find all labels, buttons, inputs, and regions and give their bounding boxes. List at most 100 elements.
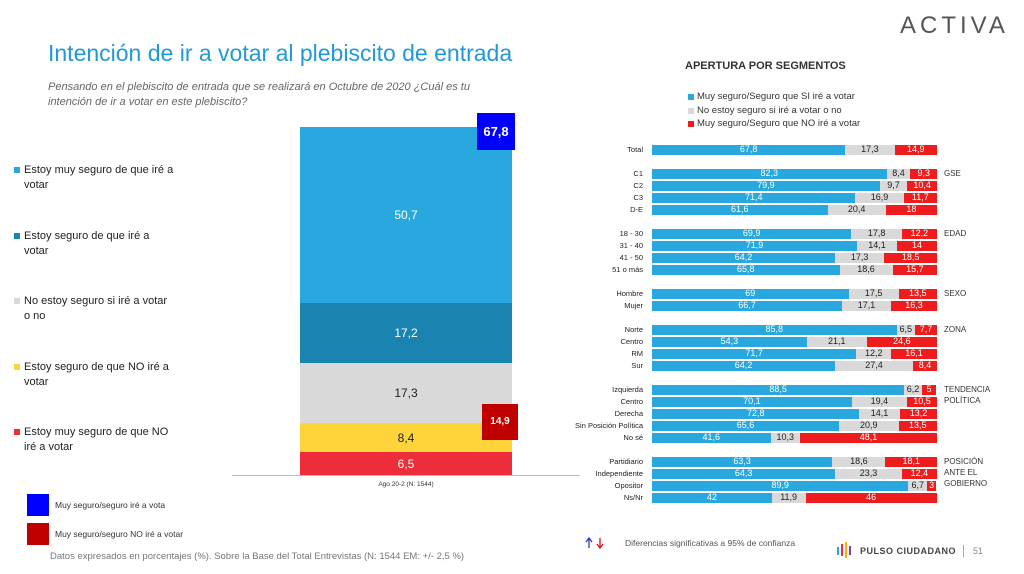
bar-segment bbox=[908, 481, 928, 491]
value-label: 10,3 bbox=[776, 432, 794, 442]
brand: PULSO CIUDADANO bbox=[860, 546, 957, 556]
bar-segment bbox=[856, 241, 898, 251]
legend-swatch bbox=[14, 167, 20, 173]
value-label: 17,1 bbox=[857, 300, 876, 310]
legend-label: Muy seguro/Seguro que NO iré a votar bbox=[697, 118, 861, 129]
value-label: 17,3 bbox=[861, 144, 879, 154]
bar-segment bbox=[652, 421, 839, 431]
value-label: 12,2 bbox=[910, 228, 929, 238]
bar-segment bbox=[300, 362, 512, 424]
category-label: Izquierda bbox=[612, 385, 643, 394]
category-label: RM bbox=[631, 349, 643, 358]
bar-segment bbox=[652, 493, 772, 503]
subtitle: Pensando en el plebiscito de entrada que… bbox=[48, 81, 470, 108]
bar-segment bbox=[652, 301, 843, 311]
bar-segment bbox=[898, 421, 937, 431]
group-label: GSE bbox=[944, 169, 961, 178]
value-label: 6,2 bbox=[906, 384, 920, 394]
legend-label: Estoy seguro de que NO iré a votar bbox=[24, 360, 169, 388]
bar-segment bbox=[805, 493, 937, 503]
value-label: 17,3 bbox=[850, 252, 869, 262]
bar-segment bbox=[652, 409, 860, 419]
bar-segment bbox=[835, 469, 902, 479]
value-label: 88,5 bbox=[769, 384, 787, 394]
legend-swatch bbox=[27, 494, 49, 516]
logo: ACTIVA bbox=[900, 12, 1009, 39]
legend-label: No estoy seguro si iré a votar o no bbox=[697, 104, 842, 116]
category-label: Opositor bbox=[614, 481, 643, 490]
legend-swatch bbox=[14, 232, 20, 239]
bar-segment bbox=[806, 337, 867, 347]
total-box: 14,9 bbox=[482, 404, 518, 440]
group-label: ZONA bbox=[944, 325, 967, 334]
bar-segment bbox=[652, 193, 856, 203]
value-label: 10,4 bbox=[913, 180, 931, 190]
value-label: 65,8 bbox=[736, 264, 755, 274]
bar-segment bbox=[898, 289, 937, 299]
bar-segment bbox=[907, 181, 937, 191]
value-label: 61,6 bbox=[731, 204, 749, 214]
value-label: 9,3 bbox=[917, 168, 930, 178]
bar-segment bbox=[885, 457, 937, 467]
category-label: Mujer bbox=[624, 301, 643, 310]
bar-segment bbox=[652, 361, 835, 371]
value-label: 14,1 bbox=[870, 408, 889, 418]
value-label: 64,3 bbox=[734, 468, 753, 478]
category-label: Ns/Nr bbox=[623, 493, 643, 502]
value-label: 18,6 bbox=[850, 456, 868, 466]
category-label: C2 bbox=[633, 181, 643, 190]
legend-swatch bbox=[27, 523, 49, 545]
bar-segment bbox=[899, 409, 938, 419]
bar-segment bbox=[897, 241, 937, 251]
significance-note: Diferencias significativas a 95% de conf… bbox=[625, 538, 796, 548]
value-label: 64,2 bbox=[734, 252, 753, 262]
bar-segment bbox=[300, 303, 512, 363]
value-label: 89,9 bbox=[771, 480, 789, 490]
category-label: Sin Posición Política bbox=[575, 421, 643, 430]
category-label: Norte bbox=[624, 325, 643, 334]
value-label: 6,5 bbox=[899, 324, 913, 334]
value-label: 14 bbox=[912, 240, 923, 250]
bar-segment bbox=[915, 325, 937, 335]
bar-segment bbox=[896, 325, 916, 335]
bar-segment bbox=[921, 385, 937, 395]
segment-title: APERTURA POR SEGMENTOS bbox=[685, 60, 846, 72]
bar-segment bbox=[891, 349, 937, 359]
category-label: C1 bbox=[633, 169, 643, 178]
value-label: 6,5 bbox=[397, 456, 415, 471]
value-label: 67,8 bbox=[739, 144, 758, 154]
value-label: 71,7 bbox=[745, 348, 763, 358]
value-label: 8,4 bbox=[918, 360, 932, 370]
bar-segment bbox=[886, 169, 911, 179]
legend-label: Estoy seguro de que iré a votar bbox=[24, 229, 150, 257]
divider bbox=[963, 545, 964, 557]
value-label: 8,4 bbox=[397, 430, 415, 445]
bar-segment bbox=[913, 361, 937, 371]
legend-label: Muy seguro/seguro NO iré a votar bbox=[55, 529, 184, 539]
value-label: 66,7 bbox=[738, 300, 756, 310]
value-label: 50,7 bbox=[394, 207, 418, 222]
bar-segment bbox=[652, 337, 807, 347]
bar-segment bbox=[851, 397, 908, 407]
bar-segment bbox=[890, 301, 938, 311]
value-label: 24,6 bbox=[893, 336, 911, 346]
category-label: D-E bbox=[630, 205, 643, 214]
value-label: 18,5 bbox=[901, 252, 920, 262]
bar-segment bbox=[799, 433, 937, 443]
category-label: Centro bbox=[620, 397, 643, 406]
value-label: 8,4 bbox=[892, 168, 905, 178]
value-label: 17,8 bbox=[867, 228, 886, 238]
value-label: 10,5 bbox=[913, 396, 931, 406]
footnote: Datos expresados en porcentajes (%). Sob… bbox=[50, 551, 465, 562]
group-label: EDAD bbox=[944, 229, 967, 238]
bar-segment bbox=[652, 205, 828, 215]
value-label: 3 bbox=[929, 480, 935, 490]
value-label: 12,4 bbox=[910, 468, 929, 478]
bar-segment bbox=[652, 481, 909, 491]
value-label: 69 bbox=[745, 288, 756, 298]
value-label: 82,3 bbox=[760, 168, 779, 178]
value-label: 15,7 bbox=[906, 264, 924, 274]
bar-segment bbox=[652, 181, 880, 191]
value-label: 18 bbox=[906, 204, 917, 214]
